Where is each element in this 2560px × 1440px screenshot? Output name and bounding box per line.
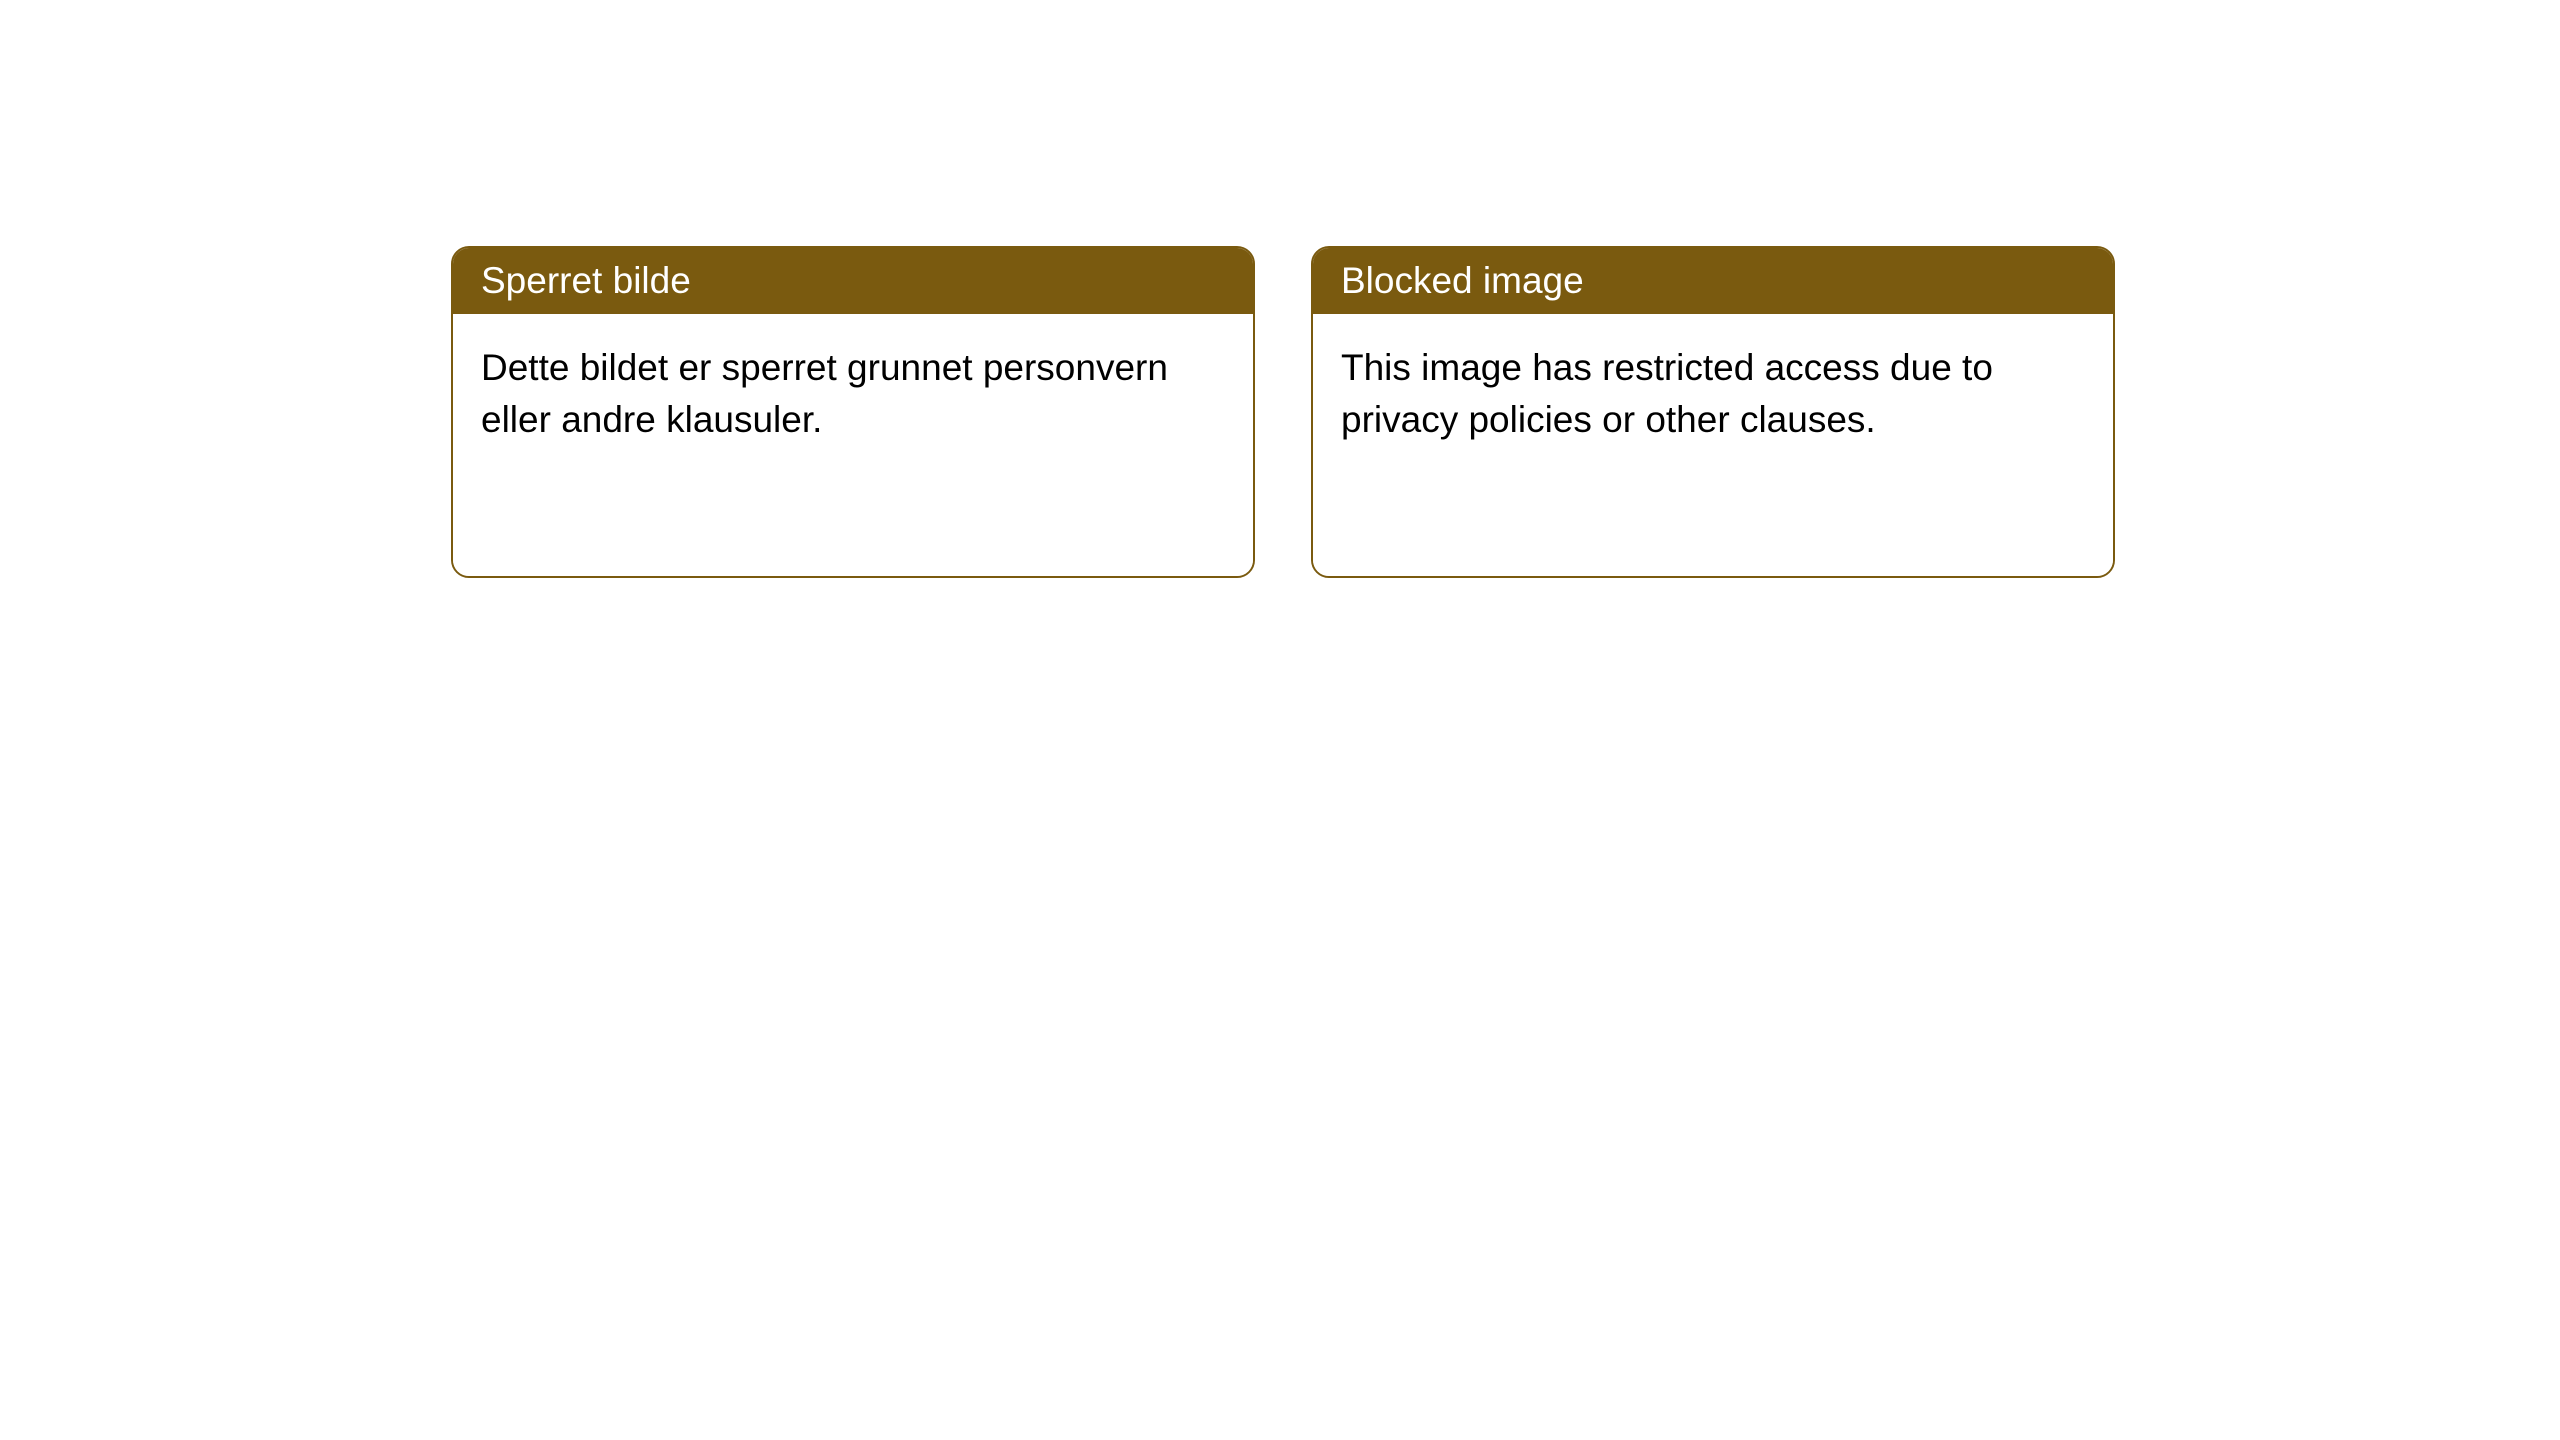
notice-body: Dette bildet er sperret grunnet personve… [453,314,1253,576]
notice-card-norwegian: Sperret bilde Dette bildet er sperret gr… [451,246,1255,578]
notice-container: Sperret bilde Dette bildet er sperret gr… [451,246,2115,578]
notice-header: Sperret bilde [453,248,1253,314]
notice-header: Blocked image [1313,248,2113,314]
notice-body: This image has restricted access due to … [1313,314,2113,576]
notice-card-english: Blocked image This image has restricted … [1311,246,2115,578]
